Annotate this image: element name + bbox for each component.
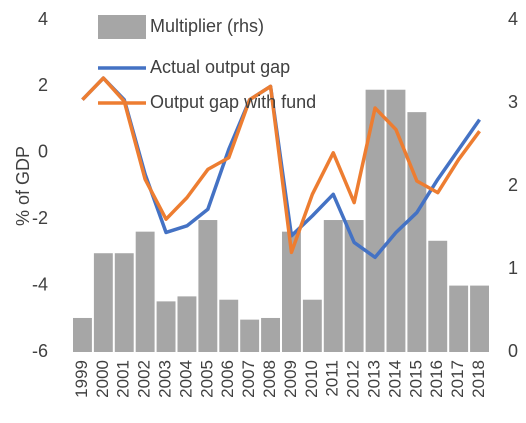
bar xyxy=(302,299,322,352)
x-tick-label: 2015 xyxy=(406,360,425,398)
bar xyxy=(470,285,489,352)
bar xyxy=(177,296,197,352)
line xyxy=(81,76,481,255)
y-tick-label: 0 xyxy=(38,142,48,162)
bar xyxy=(135,231,155,352)
x-tick-label: 2017 xyxy=(448,360,467,398)
bar xyxy=(73,317,92,352)
y2-tick-label: 4 xyxy=(508,9,518,29)
y-tick-label: 2 xyxy=(38,75,48,95)
bar xyxy=(407,112,427,352)
bar xyxy=(93,253,113,352)
bar xyxy=(449,285,469,352)
bar xyxy=(428,240,448,352)
x-tick-label: 2006 xyxy=(218,360,237,398)
x-tick-label: 2007 xyxy=(239,360,258,398)
x-tick-label: 2012 xyxy=(344,360,363,398)
bar xyxy=(240,319,260,352)
y2-tick-label: 3 xyxy=(508,92,518,112)
x-tick-label: 2004 xyxy=(176,360,195,398)
x-tick-label: 1999 xyxy=(72,360,91,398)
y-tick-label: -4 xyxy=(32,274,48,294)
legend-label: Actual output gap xyxy=(150,57,290,77)
bar xyxy=(386,89,406,352)
x-tick-label: 2018 xyxy=(469,360,488,398)
bar xyxy=(156,301,176,352)
y-axis-label: % of GDP xyxy=(13,146,33,226)
x-tick-label: 2009 xyxy=(281,360,300,398)
y-tick-label: 4 xyxy=(38,9,48,29)
y-tick-label: -6 xyxy=(32,341,48,361)
x-tick-label: 2003 xyxy=(156,360,175,398)
bar xyxy=(365,89,385,352)
bar xyxy=(282,231,301,352)
y2-tick-label: 1 xyxy=(508,258,518,278)
x-tick-label: 2002 xyxy=(135,360,154,398)
y2-tick-label: 2 xyxy=(508,175,518,195)
x-tick-label: 2010 xyxy=(302,360,321,398)
x-tick-label: 2008 xyxy=(260,360,279,398)
bar xyxy=(219,299,239,352)
x-tick-label: 2014 xyxy=(385,360,404,398)
bar xyxy=(198,220,218,352)
y2-tick-label: 0 xyxy=(508,341,518,361)
bar xyxy=(114,253,134,352)
x-tick-label: 2013 xyxy=(365,360,384,398)
x-tick-label: 2000 xyxy=(93,360,112,398)
legend-swatch xyxy=(98,15,146,39)
x-tick-label: 2001 xyxy=(114,360,133,398)
y-tick-label: -2 xyxy=(32,208,48,228)
x-tick-label: 2005 xyxy=(197,360,216,398)
x-tick-label: 2011 xyxy=(323,360,342,397)
bar xyxy=(261,317,280,352)
bar xyxy=(344,220,364,352)
bar xyxy=(323,220,343,352)
legend-label: Multiplier (rhs) xyxy=(150,16,264,36)
legend-label: Output gap with fund xyxy=(150,92,316,112)
x-tick-label: 2016 xyxy=(427,360,446,398)
